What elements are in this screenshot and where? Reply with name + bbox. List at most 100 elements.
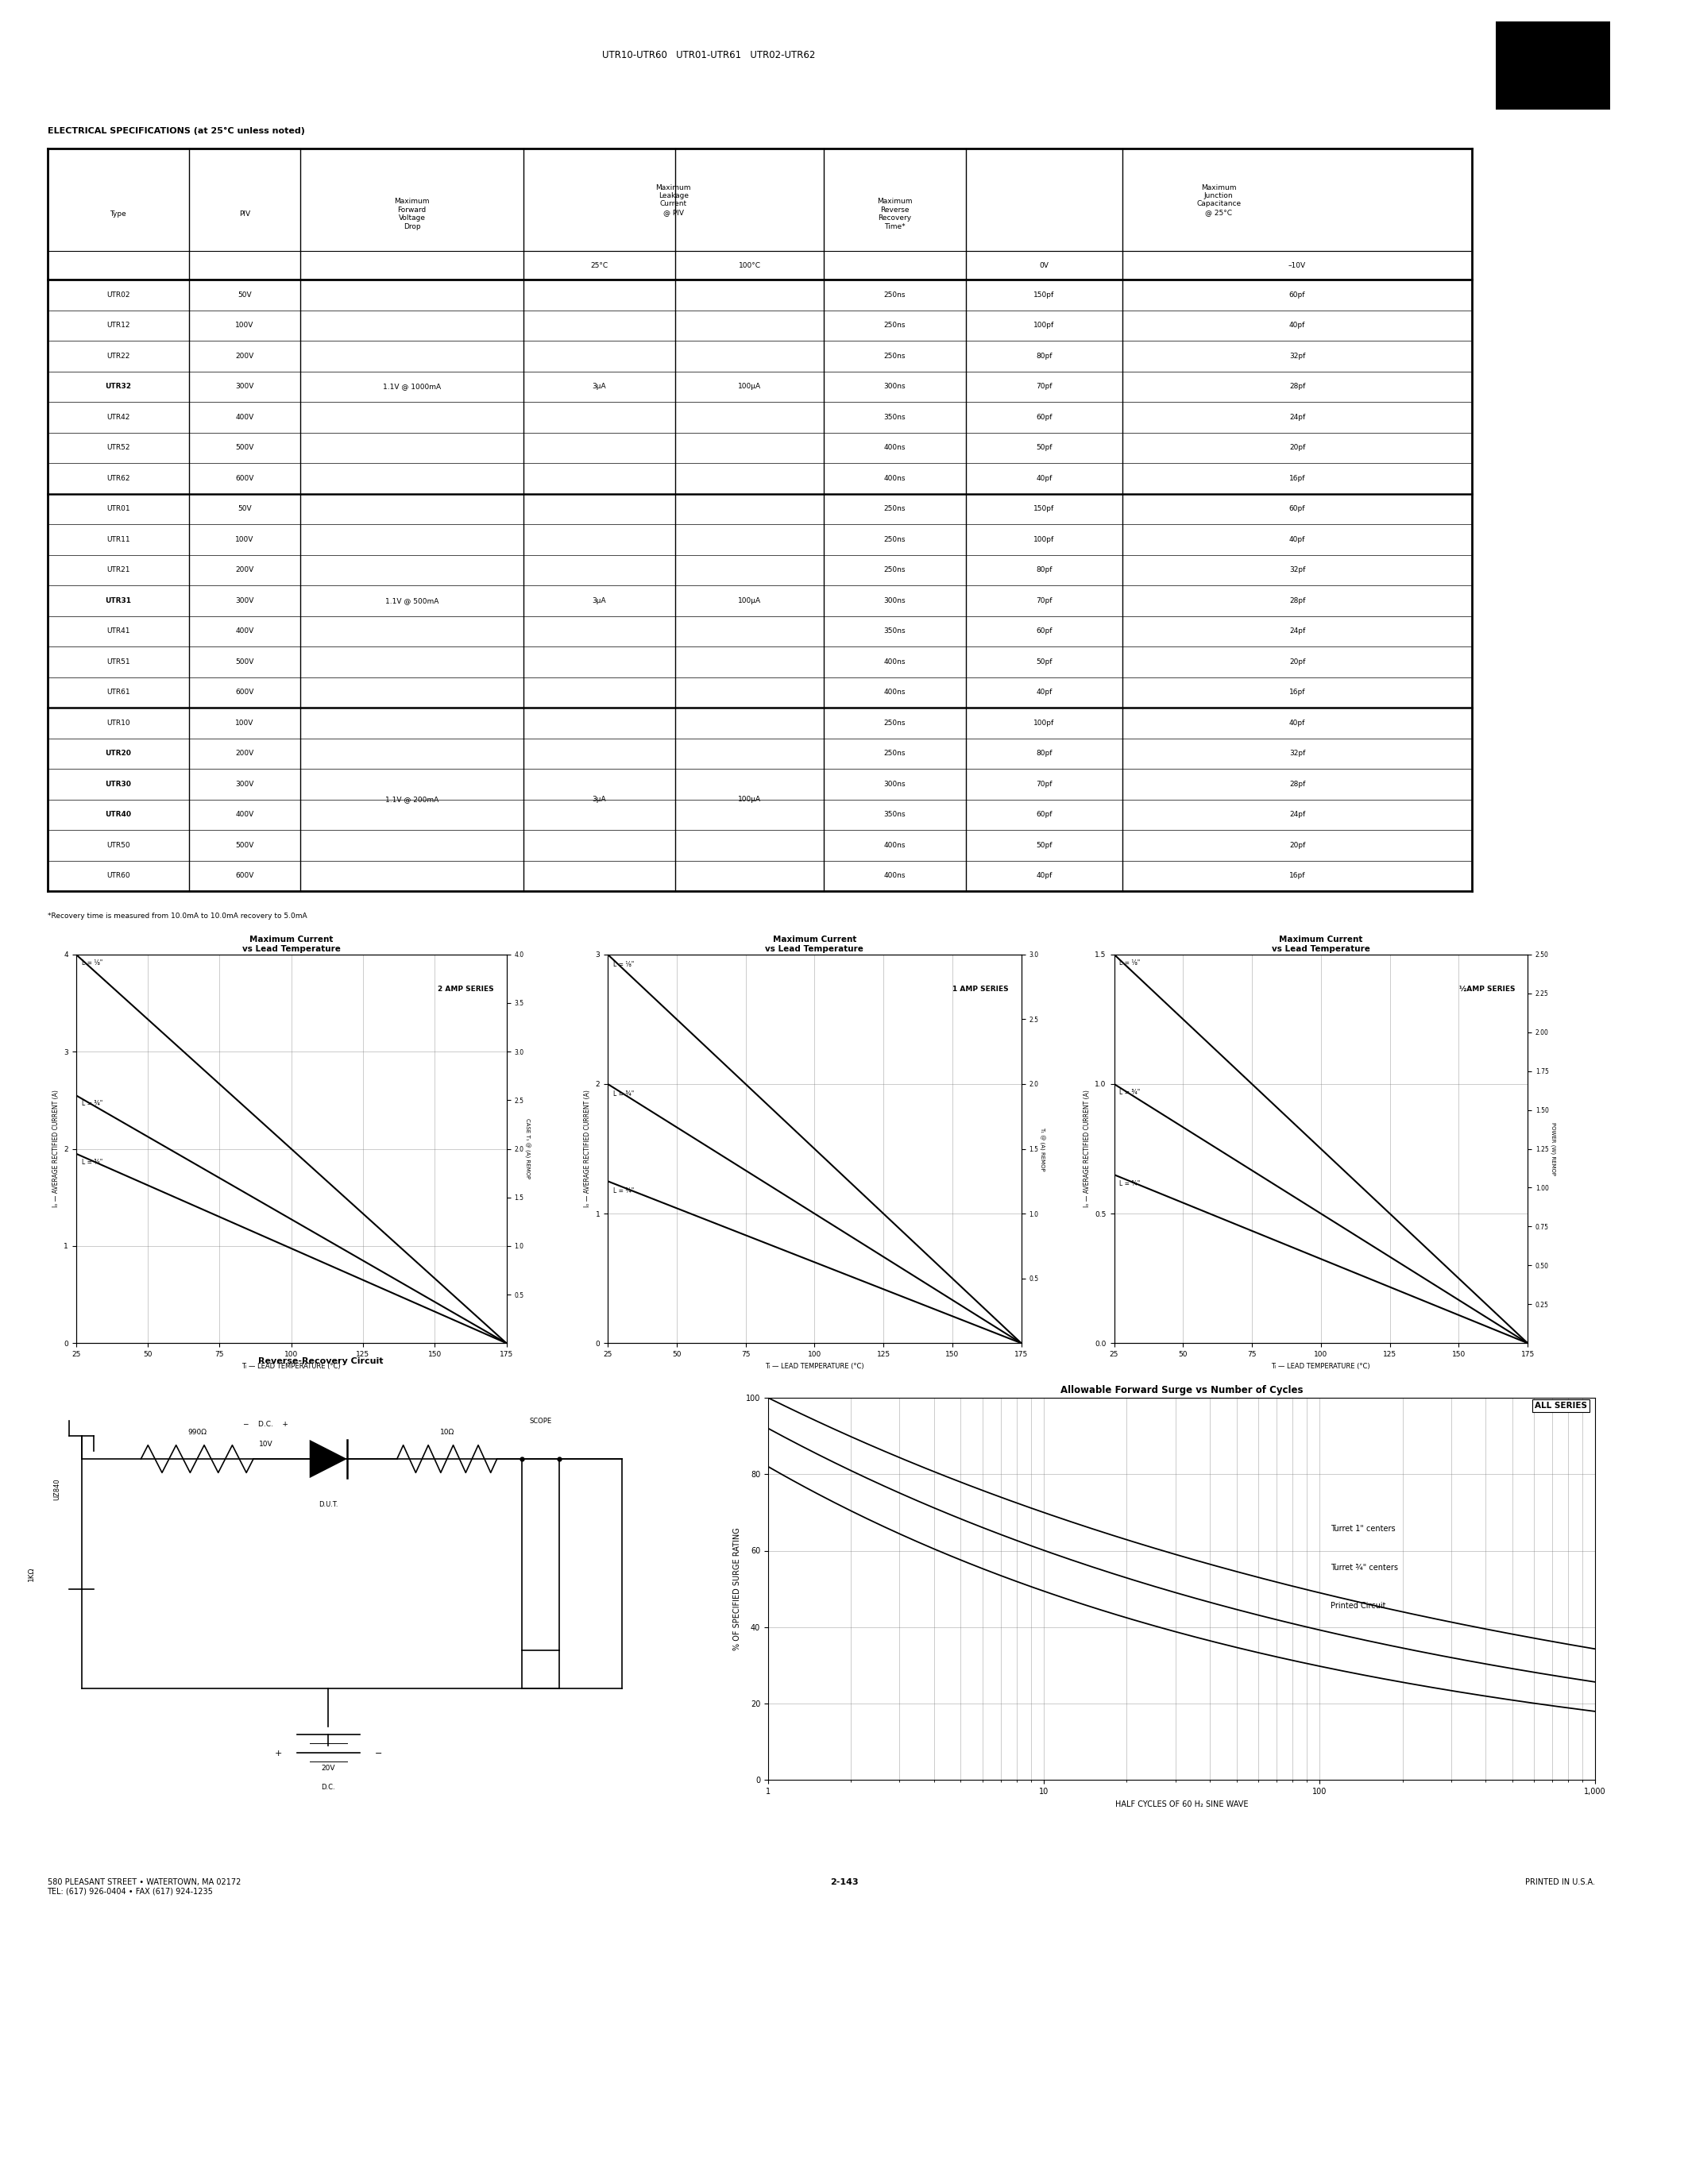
Text: Turret 1" centers: Turret 1" centers [1330, 1524, 1396, 1533]
Text: 20pf: 20pf [1290, 841, 1305, 850]
Text: UTR32: UTR32 [105, 382, 132, 391]
Text: 3μA: 3μA [592, 382, 606, 391]
Text: 1.1V @ 200mA: 1.1V @ 200mA [385, 795, 439, 804]
Title: Maximum Current
vs Lead Temperature: Maximum Current vs Lead Temperature [1271, 935, 1371, 952]
Text: 1 AMP SERIES: 1 AMP SERIES [952, 985, 1009, 994]
Text: 250ns: 250ns [885, 566, 905, 574]
Text: 200V: 200V [236, 566, 253, 574]
Text: UTR31: UTR31 [105, 596, 132, 605]
Text: L = ⅛": L = ⅛" [1119, 959, 1141, 968]
Text: Maximum
Forward
Voltage
Drop: Maximum Forward Voltage Drop [395, 199, 429, 229]
Text: 16pf: 16pf [1290, 474, 1305, 483]
Text: 1KΩ: 1KΩ [29, 1566, 35, 1581]
Text: 600V: 600V [236, 688, 253, 697]
Text: 100V: 100V [236, 535, 253, 544]
Text: 40pf: 40pf [1290, 535, 1305, 544]
Text: 100V: 100V [236, 321, 253, 330]
Text: Maximum
Junction
Capacitance
@ 25°C: Maximum Junction Capacitance @ 25°C [1197, 183, 1241, 216]
Text: UTR30: UTR30 [105, 780, 132, 788]
Text: 70pf: 70pf [1036, 382, 1052, 391]
Text: –10V: –10V [1288, 262, 1307, 269]
Text: 350ns: 350ns [885, 413, 905, 422]
Y-axis label: Iₒ — AVERAGE RECTIFIED CURRENT (A): Iₒ — AVERAGE RECTIFIED CURRENT (A) [52, 1090, 59, 1208]
X-axis label: Tₗ — LEAD TEMPERATURE (°C): Tₗ — LEAD TEMPERATURE (°C) [1271, 1363, 1371, 1369]
Text: 40pf: 40pf [1290, 719, 1305, 727]
Text: UTR50: UTR50 [106, 841, 130, 850]
Text: 2 AMP SERIES: 2 AMP SERIES [437, 985, 493, 994]
Text: 100pf: 100pf [1033, 535, 1055, 544]
Text: 60pf: 60pf [1290, 290, 1305, 299]
Text: 400ns: 400ns [885, 871, 905, 880]
Text: 32pf: 32pf [1290, 749, 1305, 758]
Text: 350ns: 350ns [885, 627, 905, 636]
Text: 24pf: 24pf [1290, 810, 1305, 819]
X-axis label: Tₗ — LEAD TEMPERATURE (°C): Tₗ — LEAD TEMPERATURE (°C) [765, 1363, 864, 1369]
Text: UZ840: UZ840 [52, 1479, 61, 1500]
Text: 10V: 10V [258, 1439, 273, 1448]
Text: D.C.: D.C. [321, 1784, 336, 1791]
Text: 25°C: 25°C [591, 262, 608, 269]
Text: 40pf: 40pf [1036, 688, 1052, 697]
Text: UTR42: UTR42 [106, 413, 130, 422]
Text: 300ns: 300ns [885, 382, 905, 391]
Text: ELECTRICAL SPECIFICATIONS (at 25°C unless noted): ELECTRICAL SPECIFICATIONS (at 25°C unles… [47, 127, 304, 135]
Text: 3μA: 3μA [592, 795, 606, 804]
Text: 990Ω: 990Ω [187, 1428, 206, 1435]
Text: 250ns: 250ns [885, 290, 905, 299]
Text: UTR11: UTR11 [106, 535, 130, 544]
Title: Maximum Current
vs Lead Temperature: Maximum Current vs Lead Temperature [241, 935, 341, 952]
Text: 20V: 20V [321, 1765, 336, 1771]
Text: 100μA: 100μA [738, 795, 761, 804]
Text: 100pf: 100pf [1033, 719, 1055, 727]
Text: 600V: 600V [236, 871, 253, 880]
Text: UTR52: UTR52 [106, 443, 130, 452]
Title: Allowable Forward Surge vs Number of Cycles: Allowable Forward Surge vs Number of Cyc… [1060, 1385, 1303, 1396]
Y-axis label: POWER (W) REMOP: POWER (W) REMOP [1550, 1123, 1555, 1175]
Text: 3μA: 3μA [592, 596, 606, 605]
Text: 250ns: 250ns [885, 505, 905, 513]
Text: UTR02: UTR02 [106, 290, 130, 299]
Text: 600V: 600V [236, 474, 253, 483]
Text: Turret ¾" centers: Turret ¾" centers [1330, 1564, 1398, 1570]
Text: UTR62: UTR62 [106, 474, 130, 483]
Text: 400V: 400V [236, 627, 253, 636]
Text: UTR51: UTR51 [106, 657, 130, 666]
Text: 50V: 50V [238, 505, 252, 513]
Text: L = ¾": L = ¾" [81, 1158, 103, 1166]
Text: L = ¾": L = ¾" [1119, 1179, 1141, 1188]
Text: PRINTED IN U.S.A.: PRINTED IN U.S.A. [1526, 1878, 1595, 1887]
Text: 300ns: 300ns [885, 780, 905, 788]
Text: 60pf: 60pf [1036, 627, 1052, 636]
X-axis label: Tₗ — LEAD TEMPERATURE (°C): Tₗ — LEAD TEMPERATURE (°C) [241, 1363, 341, 1369]
Text: 400ns: 400ns [885, 443, 905, 452]
Text: +: + [275, 1749, 282, 1758]
Text: UTR60: UTR60 [106, 871, 130, 880]
Y-axis label: T₁ @ (A) REMOP: T₁ @ (A) REMOP [1040, 1127, 1045, 1171]
Text: 40pf: 40pf [1036, 474, 1052, 483]
Text: 80pf: 80pf [1036, 749, 1052, 758]
Text: 40pf: 40pf [1290, 321, 1305, 330]
Title: Maximum Current
vs Lead Temperature: Maximum Current vs Lead Temperature [765, 935, 864, 952]
Text: Maximum
Leakage
Current
@ PIV: Maximum Leakage Current @ PIV [657, 183, 690, 216]
Text: 1.1V @ 500mA: 1.1V @ 500mA [385, 596, 439, 605]
Text: 150pf: 150pf [1033, 290, 1055, 299]
Text: UTR12: UTR12 [106, 321, 130, 330]
Text: 580 PLEASANT STREET • WATERTOWN, MA 02172
TEL: (617) 926-0404 • FAX (617) 924-12: 580 PLEASANT STREET • WATERTOWN, MA 0217… [47, 1878, 241, 1896]
Text: 70pf: 70pf [1036, 596, 1052, 605]
Text: 100°C: 100°C [738, 262, 761, 269]
Text: SCOPE: SCOPE [530, 1417, 552, 1424]
Text: UTR22: UTR22 [106, 352, 130, 360]
Text: UTR10: UTR10 [106, 719, 130, 727]
Text: L = ⅛": L = ⅛" [613, 961, 635, 968]
Text: ½AMP SERIES: ½AMP SERIES [1458, 985, 1516, 994]
Text: UTR20: UTR20 [105, 749, 132, 758]
Text: 50pf: 50pf [1036, 657, 1052, 666]
Text: 60pf: 60pf [1036, 413, 1052, 422]
Text: 80pf: 80pf [1036, 566, 1052, 574]
Text: *Recovery time is measured from 10.0mA to 10.0mA recovery to 5.0mA: *Recovery time is measured from 10.0mA t… [47, 913, 307, 919]
Text: D.U.T.: D.U.T. [319, 1500, 338, 1509]
Text: 400ns: 400ns [885, 841, 905, 850]
Text: 20pf: 20pf [1290, 443, 1305, 452]
Text: Type: Type [110, 210, 127, 218]
Text: 400V: 400V [236, 413, 253, 422]
